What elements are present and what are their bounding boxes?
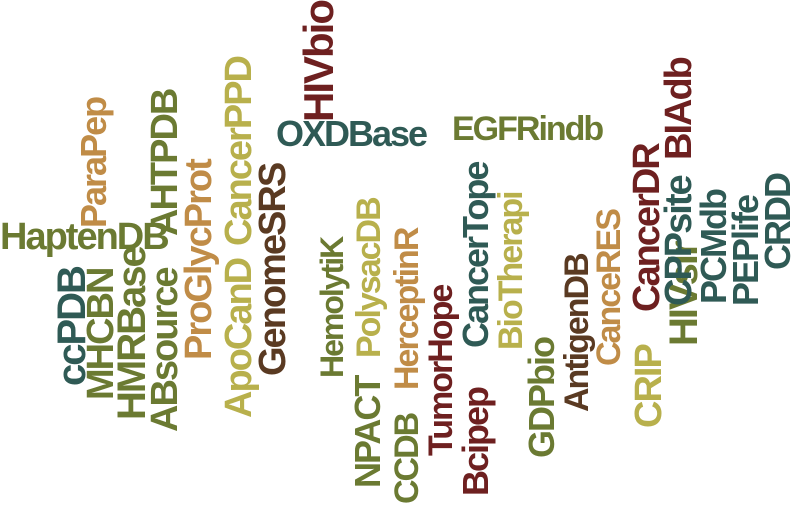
word-canceres: CanceRES [590,210,628,366]
word-cancertope: CancerTope [455,162,496,348]
word-egfrindb: EGFRindb [452,110,604,148]
word-proglycprot: ProGlycProt [178,160,220,360]
word-genomesrs: GenomeSRS [252,163,294,376]
word-hivbio: HIVbio [295,1,342,122]
word-ccdb: CCDB [388,413,426,504]
word-parapep: ParaPep [73,97,114,228]
word-gdpbio: GDPbio [521,338,562,458]
word-polysacdb: PolysacDB [350,198,388,358]
word-oxdbase: OXDBase [276,113,428,154]
word-crip: CRIP [628,345,670,428]
word-hemolytik: HemolytiK [314,237,350,378]
word-blatdb: BIAdb [658,58,700,160]
word-herceptinr: HerceptinR [388,228,426,390]
word-npact: NPACT [347,376,388,488]
word-tumorhope: TumorHope [422,285,460,456]
word-bcipep: Bcipep [455,387,496,496]
word-antigendb: AntigenDB [558,254,596,412]
word-haptendb: HaptenDB [0,216,170,258]
word-biotherapi: BioTherapi [492,192,530,350]
word-crdd: CRDD [757,174,792,270]
